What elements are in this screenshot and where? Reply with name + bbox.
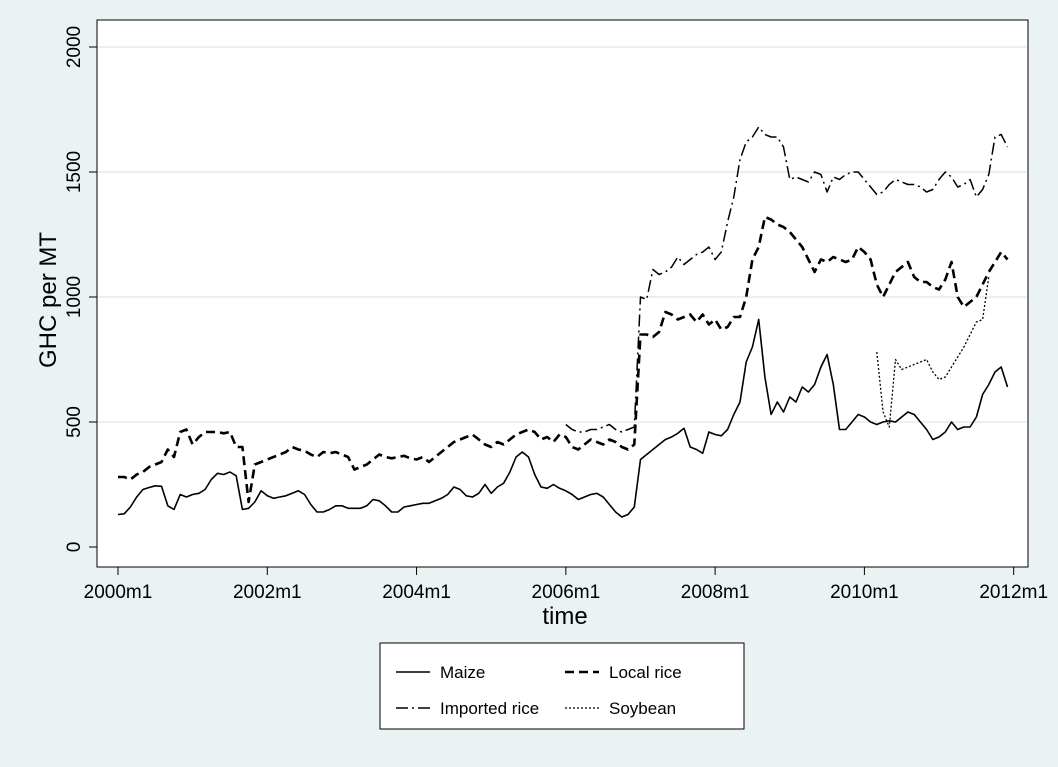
legend: Maize Local rice Imported rice Soybean (379, 642, 745, 730)
y-tick-label: 0 (64, 542, 85, 553)
x-axis: 2000m1 2002m1 2004m1 2006m1 2008m1 2010m1 2012… (84, 566, 1048, 603)
series-layer (117, 126, 1009, 518)
x-tick-label: 2000m1 (84, 582, 153, 603)
y-tick-label: 1500 (64, 151, 85, 193)
series-line-soybean (876, 276, 990, 428)
x-tick-label: 2010m1 (830, 582, 899, 603)
plot-area (96, 19, 1029, 568)
y-axis-title: GHC per MT (35, 232, 62, 368)
legend-box (379, 642, 745, 730)
legend-label-maize: Maize (440, 663, 485, 682)
legend-label-local-rice: Local rice (609, 663, 682, 682)
x-tick-label: 2006m1 (532, 582, 601, 603)
series-line-maize (117, 318, 1009, 518)
x-tick-label: 2004m1 (382, 582, 451, 603)
y-tick-label: 1000 (64, 276, 85, 318)
x-tick-label: 2008m1 (681, 582, 750, 603)
y-tick-label: 500 (64, 406, 85, 438)
series-line-imported-rice (565, 126, 1009, 433)
x-tick-label: 2012m1 (979, 582, 1048, 603)
x-tick-label: 2002m1 (233, 582, 302, 603)
legend-label-imported-rice: Imported rice (440, 699, 539, 718)
x-axis-title: time (542, 603, 587, 630)
y-axis: 0 500 1000 1500 2000 (64, 26, 98, 553)
legend-label-soybean: Soybean (609, 699, 676, 718)
y-tick-label: 2000 (64, 26, 85, 68)
